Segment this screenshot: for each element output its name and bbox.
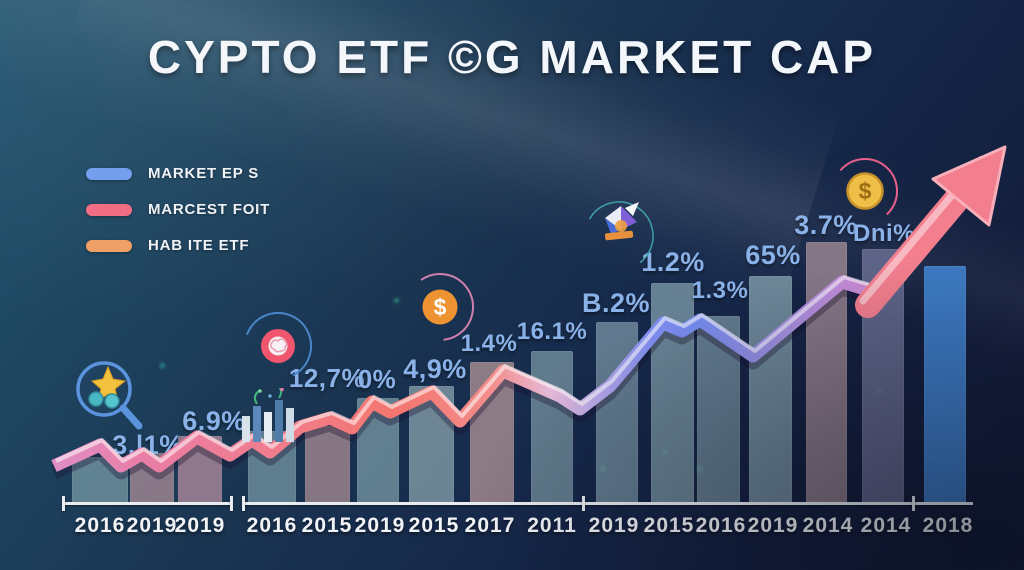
x-axis-label: 2016 [74,514,126,537]
x-axis-tick [242,496,245,511]
gold-coin-badge-icon: $ [827,153,903,229]
x-axis-label: 2014 [802,514,854,537]
trend-ribbon-highlight [55,153,989,463]
bar [305,426,350,502]
x-axis-tick [582,496,585,511]
x-axis-label: 2019 [747,514,799,537]
x-axis-label: 2015 [643,514,695,537]
value-label: 1.2% [641,247,705,277]
x-axis-label: 2015 [408,514,460,537]
x-axis-tick [62,496,65,511]
brain-badge-icon [240,308,316,384]
value-label: 0% [357,364,397,394]
value-label: 16.1% [516,318,588,345]
page-title: CYPTO ETF ©G MARKET CAP [147,31,877,83]
prism-badge-icon [581,198,657,274]
rising-arrow-highlight [859,190,957,305]
value-label: B.2% [581,288,651,318]
x-axis-label: 2011 [527,514,577,537]
value-label: 6.9% [182,406,246,436]
bar [924,266,966,502]
dollar-glyph: $ [859,178,872,204]
legend-item-hab-ite-etf: HAB ITE ETF [86,237,270,254]
x-axis-label: 2019 [174,514,226,537]
x-axis-label: 2019 [588,514,640,537]
growth-mini-chart-icon [240,388,302,444]
bar [749,276,792,502]
coin-icon [104,393,120,409]
x-axis-label: 2018 [922,514,974,537]
legend-swatch-blue [86,167,132,180]
x-axis-label: 2019 [354,514,406,537]
value-label: 3.7% [794,210,858,240]
value-label: 4,9% [403,354,467,384]
rising-arrow-head [931,145,1007,227]
coin-icon [88,391,104,407]
x-axis-label: 2019 [126,514,178,537]
bar [531,351,573,502]
rising-arrow-shaft [855,185,971,318]
value-label: 1.4% [460,330,518,357]
x-axis-label: 2015 [301,514,353,537]
dollar-glyph: $ [434,294,447,320]
legend: MARKET EP S MARCEST FOIT HAB ITE ETF [86,165,270,273]
legend-label: HAB ITE ETF [148,237,250,254]
search-magnifier-icon [56,341,156,441]
x-axis-label: 2017 [464,514,516,537]
star-icon [90,365,127,403]
legend-item-marcest-foit: MARCEST FOIT [86,201,270,218]
x-axis-label: 2016 [246,514,298,537]
x-axis-label: 2016 [695,514,747,537]
x-axis-line [63,502,231,505]
value-label: 1.3% [691,277,749,304]
legend-label: MARCEST FOIT [148,201,271,218]
trend-ribbon [51,155,991,473]
legend-item-market-eps: MARKET EP S [86,165,270,182]
x-axis-line [243,502,973,505]
legend-swatch-pink [86,203,132,216]
dollar-badge-orange-icon: $ [402,269,478,345]
legend-label: MARKET EP S [148,165,260,182]
x-axis-tick [230,496,233,511]
particle-dot [160,363,165,368]
particle-dot [394,298,399,303]
value-label: 65% [745,240,801,270]
x-axis-label: 2014 [860,514,912,537]
x-axis-tick [912,496,915,511]
legend-swatch-orange [86,239,132,252]
